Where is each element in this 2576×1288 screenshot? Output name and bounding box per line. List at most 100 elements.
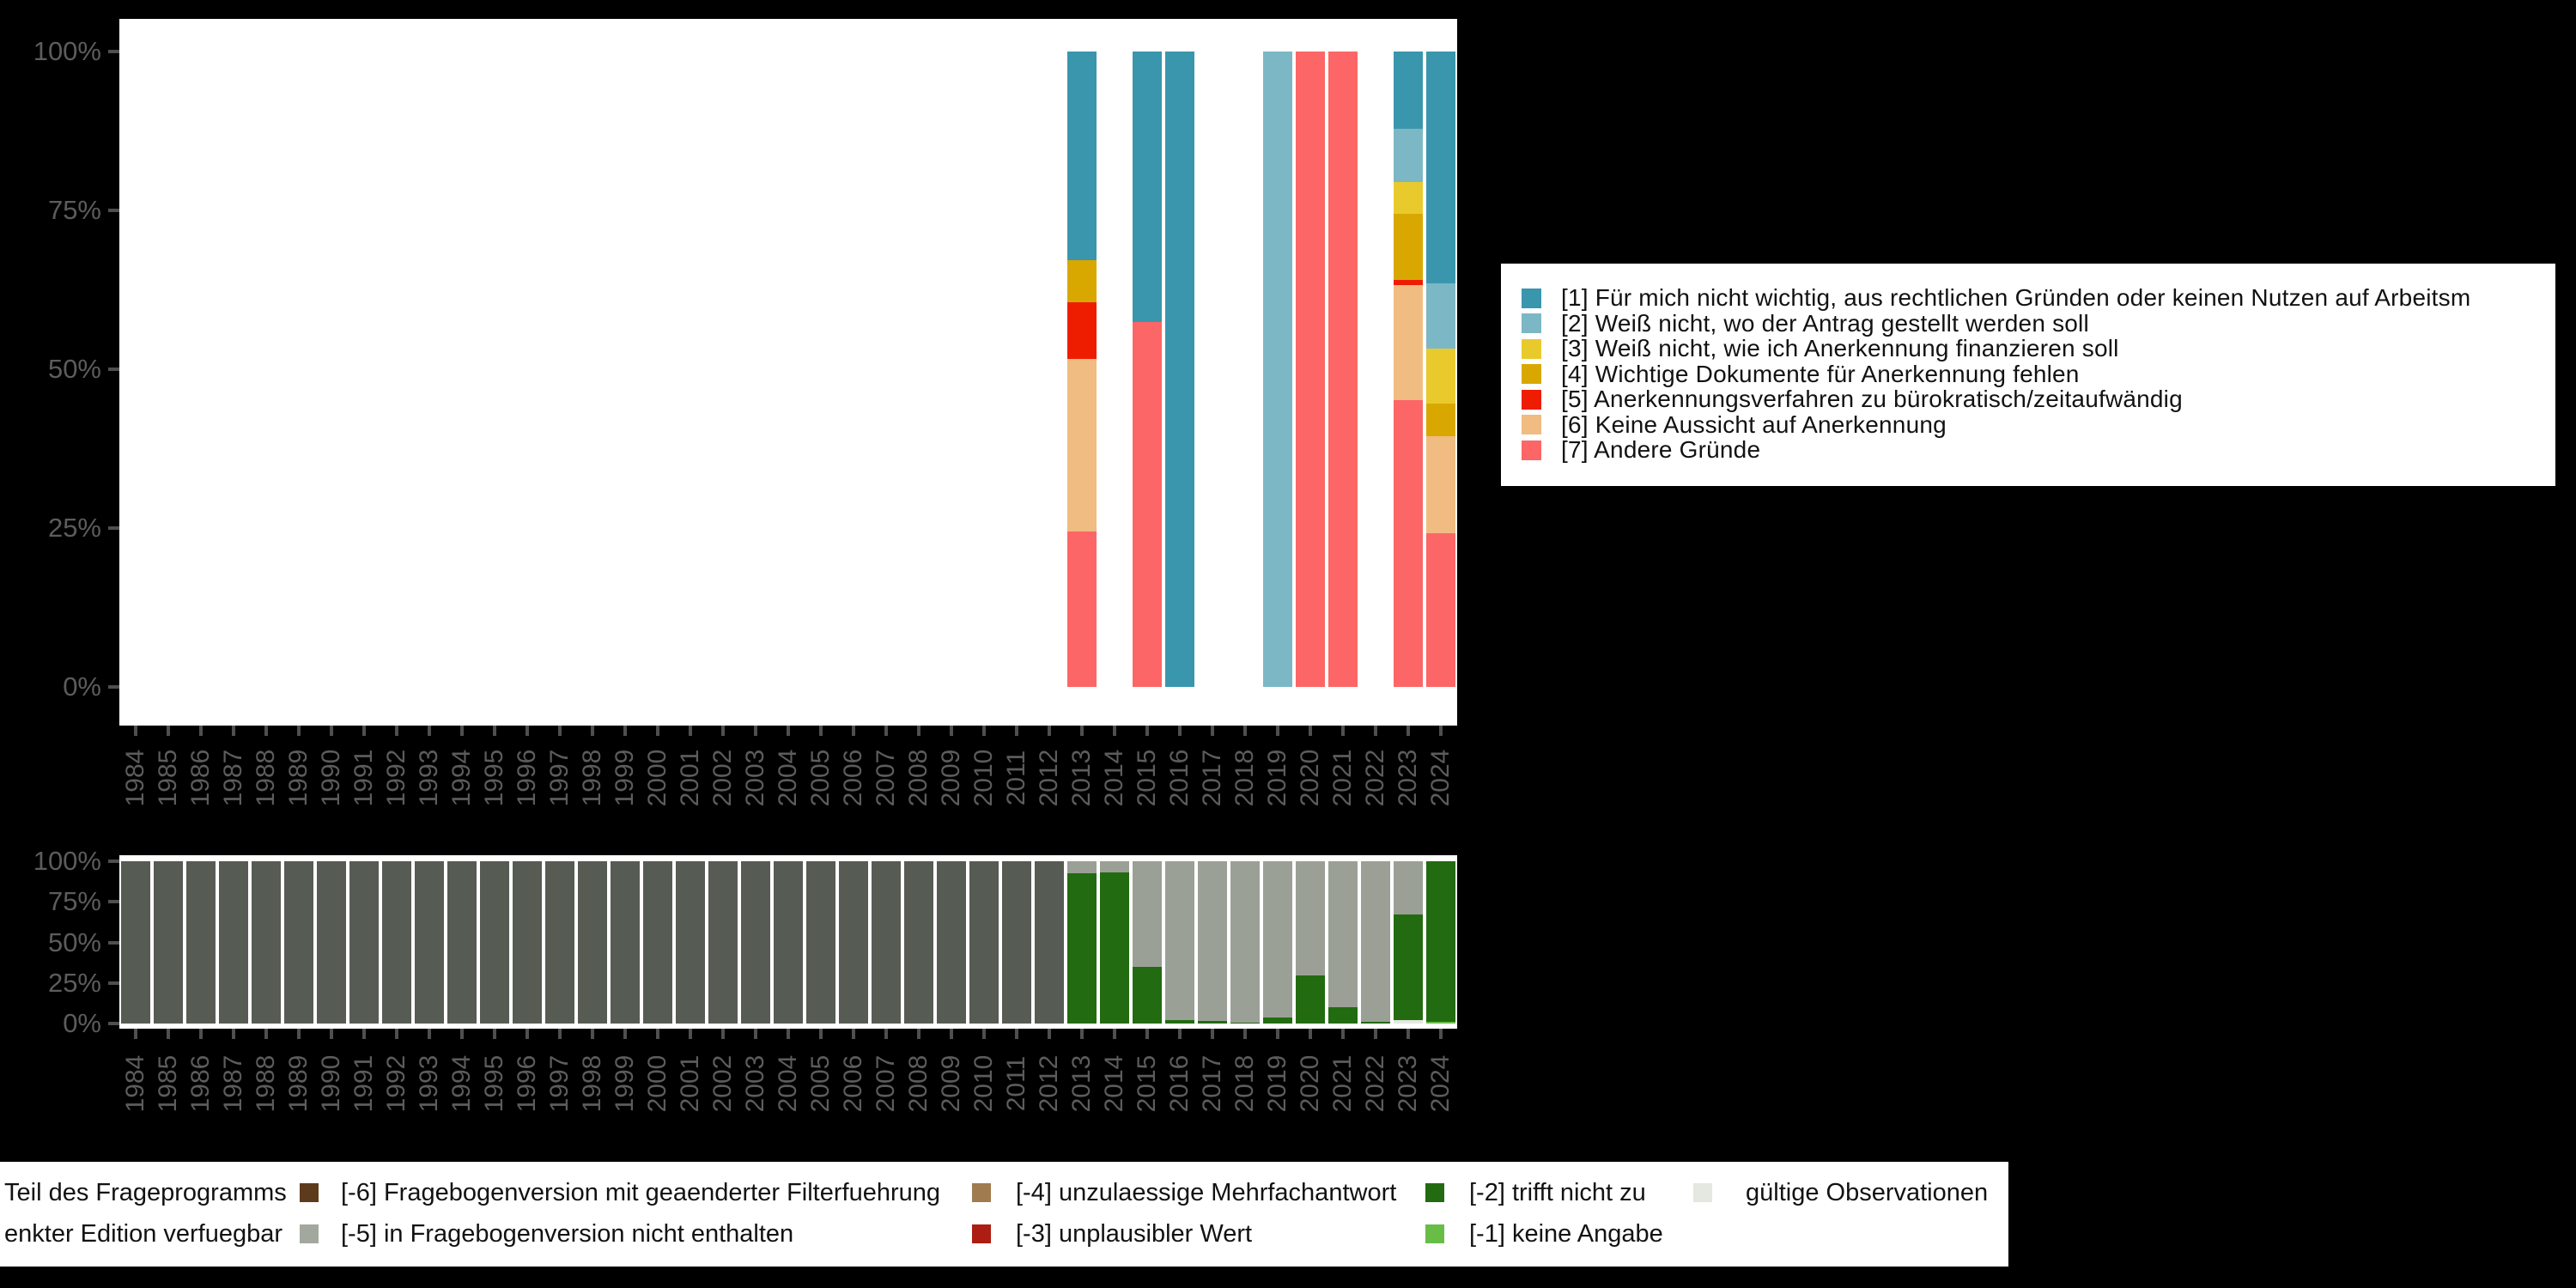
bar-segment bbox=[1296, 52, 1325, 687]
bar-segment bbox=[643, 861, 672, 1024]
y-axis-label-bottom: 100% bbox=[33, 846, 101, 876]
legend-item: [3] Weiß nicht, wie ich Anerkennung fina… bbox=[1522, 335, 2119, 361]
x-axis-tick-top bbox=[1048, 726, 1051, 736]
x-axis-tick-top bbox=[819, 726, 823, 736]
bar-segment bbox=[1394, 861, 1423, 915]
x-axis-year-label-bottom: 2002 bbox=[708, 1054, 737, 1113]
x-axis-tick-top bbox=[884, 726, 888, 736]
top-chart-plot-area bbox=[119, 19, 1457, 726]
x-axis-tick-bottom bbox=[689, 1029, 692, 1039]
legend-swatch-icon bbox=[1693, 1183, 1712, 1202]
bar-segment bbox=[708, 861, 738, 1024]
bar-segment bbox=[1133, 52, 1162, 322]
x-axis-year-label-bottom: 1988 bbox=[252, 1054, 280, 1113]
x-axis-tick-top bbox=[428, 726, 431, 736]
bar-segment bbox=[219, 861, 248, 1024]
bar-segment bbox=[839, 861, 868, 1024]
x-axis-tick-bottom bbox=[950, 1029, 953, 1039]
x-axis-tick-bottom bbox=[558, 1029, 562, 1039]
legend-item-label: [7] Andere Gründe bbox=[1561, 436, 1761, 463]
x-axis-tick-top bbox=[1439, 726, 1443, 736]
x-axis-tick-bottom bbox=[1341, 1029, 1345, 1039]
y-axis-tick-top bbox=[108, 50, 119, 53]
legend-item: [6] Keine Aussicht auf Anerkennung bbox=[1522, 411, 1947, 438]
x-axis-year-label-top: 2021 bbox=[1328, 749, 1357, 807]
x-axis-tick-bottom bbox=[1406, 1029, 1410, 1039]
bar-segment bbox=[1394, 182, 1423, 214]
bar-segment bbox=[904, 861, 933, 1024]
x-axis-year-label-bottom: 1995 bbox=[480, 1054, 508, 1113]
bar-segment bbox=[1198, 1020, 1227, 1024]
x-axis-year-label-top: 2012 bbox=[1035, 749, 1063, 807]
x-axis-year-label-bottom: 1991 bbox=[349, 1054, 378, 1113]
bar-segment bbox=[578, 861, 607, 1024]
top-chart-legend: [1] Für mich nicht wichtig, aus rechtlic… bbox=[1501, 264, 2555, 486]
x-axis-year-label-top: 1997 bbox=[545, 749, 574, 807]
x-axis-tick-bottom bbox=[1080, 1029, 1084, 1039]
y-axis-tick-top bbox=[108, 526, 119, 530]
bar-segment bbox=[1165, 52, 1194, 687]
x-axis-year-label-bottom: 2016 bbox=[1165, 1054, 1194, 1113]
bar-segment bbox=[1426, 861, 1455, 1022]
y-axis-label-bottom: 25% bbox=[47, 967, 101, 998]
bar-segment bbox=[872, 861, 901, 1024]
x-axis-year-label-top: 1991 bbox=[349, 749, 378, 807]
x-axis-year-label-top: 2013 bbox=[1067, 749, 1096, 807]
x-axis-year-label-bottom: 1986 bbox=[186, 1054, 215, 1113]
bar-segment bbox=[121, 861, 150, 1024]
legend-item: [1] Für mich nicht wichtig, aus rechtlic… bbox=[1522, 284, 2470, 311]
y-axis-tick-bottom bbox=[108, 900, 119, 904]
x-axis-tick-top bbox=[623, 726, 627, 736]
bar-segment bbox=[676, 861, 705, 1024]
bar-segment bbox=[1328, 52, 1358, 687]
x-axis-tick-top bbox=[493, 726, 496, 736]
bar-segment bbox=[284, 861, 313, 1024]
x-axis-tick-bottom bbox=[428, 1029, 431, 1039]
bar-segment bbox=[806, 861, 835, 1024]
x-axis-year-label-bottom: 2001 bbox=[676, 1054, 704, 1113]
legend-item-label: [-6] Fragebogenversion mit geaenderter F… bbox=[341, 1179, 940, 1206]
bar-segment bbox=[186, 861, 216, 1024]
x-axis-tick-top bbox=[199, 726, 203, 736]
x-axis-year-label-bottom: 2007 bbox=[872, 1054, 900, 1113]
bar-segment bbox=[1361, 1021, 1390, 1024]
x-axis-tick-bottom bbox=[982, 1029, 986, 1039]
x-axis-year-label-top: 2019 bbox=[1263, 749, 1291, 807]
bar-segment bbox=[1426, 1021, 1455, 1024]
legend-item: [4] Wichtige Dokumente für Anerkennung f… bbox=[1522, 361, 2080, 387]
x-axis-year-label-bottom: 2024 bbox=[1426, 1054, 1455, 1113]
x-axis-tick-top bbox=[362, 726, 366, 736]
x-axis-tick-top bbox=[1178, 726, 1182, 736]
x-axis-year-label-top: 1993 bbox=[415, 749, 443, 807]
x-axis-tick-bottom bbox=[787, 1029, 790, 1039]
x-axis-year-label-bottom: 1993 bbox=[415, 1054, 443, 1113]
x-axis-year-label-bottom: 2014 bbox=[1100, 1054, 1128, 1113]
x-axis-tick-bottom bbox=[264, 1029, 268, 1039]
x-axis-tick-bottom bbox=[917, 1029, 920, 1039]
x-axis-tick-bottom bbox=[1309, 1029, 1312, 1039]
x-axis-tick-bottom bbox=[852, 1029, 855, 1039]
x-axis-year-label-bottom: 2008 bbox=[904, 1054, 933, 1113]
x-axis-tick-bottom bbox=[526, 1029, 529, 1039]
x-axis-tick-top bbox=[917, 726, 920, 736]
bar-segment bbox=[1263, 1018, 1292, 1024]
x-axis-year-label-top: 2023 bbox=[1394, 749, 1422, 807]
y-axis-tick-top bbox=[108, 209, 119, 212]
bar-segment bbox=[1100, 861, 1129, 873]
x-axis-tick-top bbox=[330, 726, 333, 736]
x-axis-year-label-top: 2010 bbox=[969, 749, 998, 807]
y-axis-label-top: 100% bbox=[33, 36, 101, 66]
bar-segment bbox=[1394, 284, 1423, 400]
x-axis-year-label-bottom: 2004 bbox=[774, 1054, 802, 1113]
x-axis-year-label-bottom: 2020 bbox=[1296, 1054, 1324, 1113]
x-axis-tick-top bbox=[1309, 726, 1312, 736]
x-axis-year-label-top: 1990 bbox=[317, 749, 345, 807]
x-axis-tick-top bbox=[591, 726, 594, 736]
bar-segment bbox=[1067, 301, 1097, 360]
bar-segment bbox=[1133, 966, 1162, 1024]
x-axis-tick-top bbox=[982, 726, 986, 736]
bar-segment bbox=[447, 861, 477, 1024]
x-axis-tick-top bbox=[526, 726, 529, 736]
x-axis-year-label-top: 1992 bbox=[382, 749, 410, 807]
x-axis-year-label-bottom: 2017 bbox=[1198, 1054, 1226, 1113]
